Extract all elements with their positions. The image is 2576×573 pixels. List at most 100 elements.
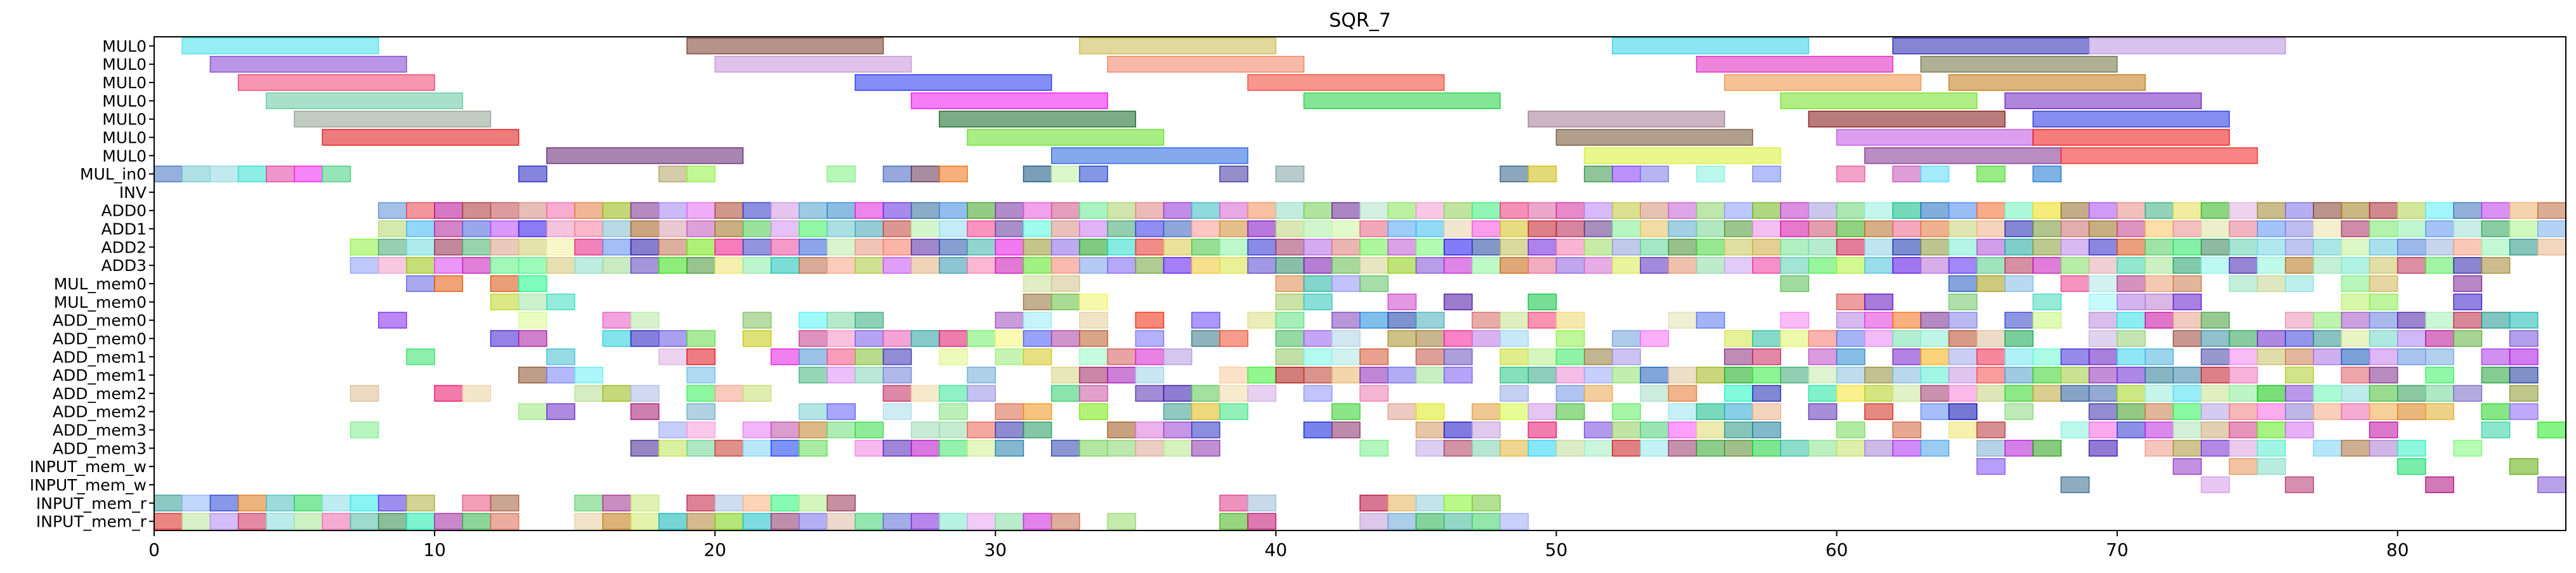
gantt-bar xyxy=(827,165,856,183)
gantt-bar xyxy=(939,257,968,274)
gantt-bar xyxy=(2145,202,2174,219)
gantt-bar xyxy=(1500,385,1529,402)
gantt-bar xyxy=(630,513,660,530)
gantt-bar xyxy=(2060,385,2090,402)
gantt-bar xyxy=(882,366,912,384)
gantt-bar xyxy=(1555,440,1585,457)
gantt-bar xyxy=(1079,293,1108,310)
gantt-bar xyxy=(1836,165,1866,183)
gantt-bar xyxy=(1976,257,2006,274)
gantt-bar xyxy=(1443,366,1473,384)
gantt-bar xyxy=(1219,494,1248,511)
gantt-bar xyxy=(1443,513,1473,530)
gantt-bar xyxy=(266,494,295,511)
gantt-bar xyxy=(1107,366,1137,384)
gantt-bar xyxy=(1948,385,1978,402)
gantt-bar xyxy=(827,366,856,384)
gantt-bar xyxy=(2481,366,2511,384)
gantt-bar xyxy=(1555,202,1585,219)
gantt-bar xyxy=(602,312,632,329)
gantt-bar xyxy=(2145,293,2174,310)
gantt-bar xyxy=(1275,220,1305,237)
gantt-bar xyxy=(658,257,688,274)
gantt-bar xyxy=(1415,403,1445,420)
gantt-bar xyxy=(1275,293,1305,310)
gantt-bar xyxy=(2285,385,2314,402)
gantt-bar xyxy=(1612,403,1641,420)
gantt-bar xyxy=(2145,239,2174,256)
gantt-bar xyxy=(1079,366,1108,384)
gantt-bar xyxy=(686,165,716,183)
gantt-bar xyxy=(462,220,492,237)
gantt-bar xyxy=(1976,458,2006,475)
x-tick-label: 80 xyxy=(2386,539,2409,560)
gantt-bar xyxy=(2032,348,2062,366)
gantt-bar xyxy=(1640,421,1670,438)
gantt-bar xyxy=(1275,312,1305,329)
gantt-bar xyxy=(1864,403,1893,420)
gantt-bar xyxy=(995,440,1024,457)
gantt-bar xyxy=(1696,421,1725,438)
gantt-bar xyxy=(1976,202,2006,219)
gantt-bar xyxy=(967,385,997,402)
gantt-bar xyxy=(2228,275,2258,293)
gantt-bar xyxy=(1303,239,1333,256)
gantt-bar xyxy=(1500,330,1529,347)
gantt-bar xyxy=(1752,440,1781,457)
gantt-bar xyxy=(2481,421,2511,438)
gantt-bar xyxy=(1359,257,1389,274)
gantt-bar xyxy=(1247,312,1277,329)
gantt-bar xyxy=(2088,421,2118,438)
gantt-bar xyxy=(630,385,660,402)
gantt-bar xyxy=(1527,348,1557,366)
gantt-bar xyxy=(2453,330,2483,347)
row-label: ADD_mem3 xyxy=(53,439,147,458)
gantt-bar xyxy=(686,257,716,274)
gantt-bar xyxy=(2116,239,2146,256)
gantt-bar xyxy=(2088,385,2118,402)
gantt-bar xyxy=(2200,202,2230,219)
gantt-bar xyxy=(2228,202,2258,219)
gantt-bar xyxy=(686,239,716,256)
gantt-bar xyxy=(799,494,828,511)
gantt-bar xyxy=(1387,293,1417,310)
gantt-bar xyxy=(2341,257,2370,274)
gantt-bar xyxy=(2285,421,2314,438)
gantt-bar xyxy=(434,513,464,530)
gantt-bar xyxy=(1752,366,1781,384)
gantt-bar xyxy=(2088,220,2118,237)
gantt-bar xyxy=(490,494,520,511)
gantt-bar xyxy=(714,202,744,219)
gantt-bar xyxy=(1135,312,1165,329)
gantt-bar xyxy=(1472,202,1501,219)
gantt-bar xyxy=(462,385,492,402)
gantt-bar xyxy=(1472,239,1501,256)
gantt-bar xyxy=(1275,257,1305,274)
gantt-bar xyxy=(799,348,828,366)
gantt-bar xyxy=(2116,312,2146,329)
gantt-bar xyxy=(406,348,435,366)
gantt-bar xyxy=(2369,257,2398,274)
gantt-bar xyxy=(2256,421,2286,438)
gantt-bar xyxy=(434,220,464,237)
row-label: MUL0 xyxy=(102,92,147,110)
gantt-bar xyxy=(1219,220,1248,237)
gantt-bar xyxy=(1892,257,1921,274)
gantt-bar xyxy=(2341,239,2370,256)
gantt-bar xyxy=(854,220,884,237)
gantt-bar xyxy=(2145,348,2174,366)
gantt-bar xyxy=(1050,275,1080,293)
row-label: INV xyxy=(119,183,147,202)
gantt-bar xyxy=(1808,330,1838,347)
gantt-bar xyxy=(882,348,912,366)
gantt-bar xyxy=(2200,312,2230,329)
gantt-bar xyxy=(2285,220,2314,237)
gantt-bar xyxy=(686,37,884,55)
gantt-bar xyxy=(1219,385,1248,402)
gantt-bar xyxy=(2200,239,2230,256)
gantt-bar xyxy=(1359,513,1389,530)
gantt-bar xyxy=(1640,385,1670,402)
gantt-bar xyxy=(1808,440,1838,457)
gantt-bar xyxy=(490,220,520,237)
